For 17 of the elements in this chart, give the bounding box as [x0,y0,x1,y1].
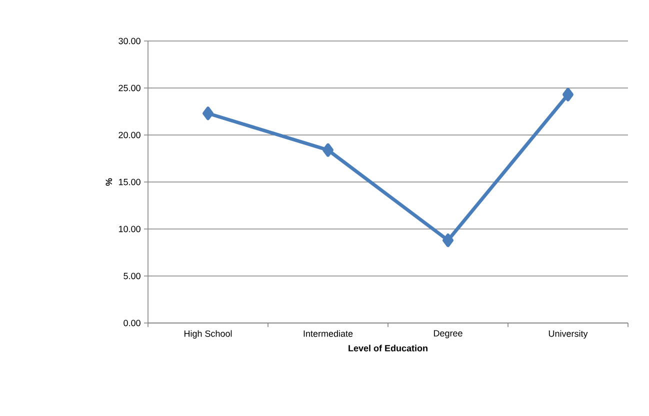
x-tick-label: University [548,330,588,339]
x-tick-label: High School [184,330,232,339]
y-axis-title: % [106,178,112,186]
y-tick-label: 5.00 [124,272,140,280]
point [562,88,574,102]
point [322,143,334,157]
point [442,234,454,248]
x-tick-label: Intermediate [304,330,353,337]
y-tick-label: 30.00 [118,38,140,44]
point [202,106,214,120]
x-tick-label: Degree [434,330,462,338]
y-tick-label: 25.00 [118,84,140,92]
y-tick-label: 15.00 [118,178,140,186]
y-tick-label: 0.00 [124,320,140,326]
x-axis-title: Level of Education [348,344,428,352]
y-tick-label: 10.00 [118,226,140,232]
y-tick-label: 20.00 [118,132,140,138]
